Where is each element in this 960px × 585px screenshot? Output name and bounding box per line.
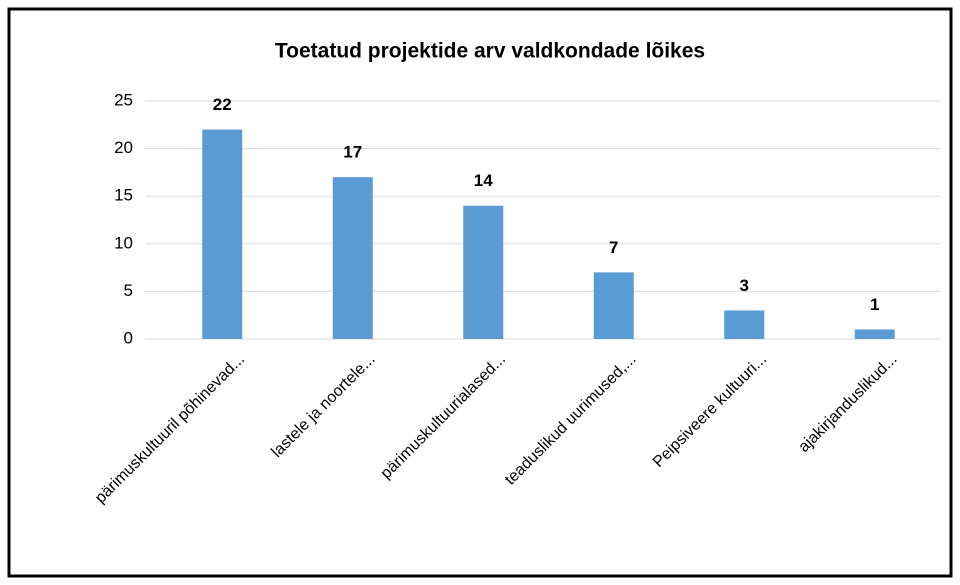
y-tick-label: 10 [114,233,133,252]
bar [332,177,373,339]
y-tick-label: 25 [114,90,133,109]
bar [593,272,634,339]
y-tick-label: 0 [124,328,133,347]
bar [724,310,765,339]
data-label: 3 [740,276,749,295]
data-label: 14 [474,171,493,190]
bar [463,205,504,339]
chart-title: Toetatud projektide arv valdkondade lõik… [275,40,705,63]
bar [202,129,243,339]
data-label: 22 [213,95,232,114]
y-tick-label: 20 [114,138,133,157]
data-label: 1 [870,295,879,314]
y-tick-label: 15 [114,186,133,205]
data-label: 17 [343,143,362,162]
bar [854,329,895,339]
y-tick-label: 5 [124,281,133,300]
data-label: 7 [609,238,618,257]
